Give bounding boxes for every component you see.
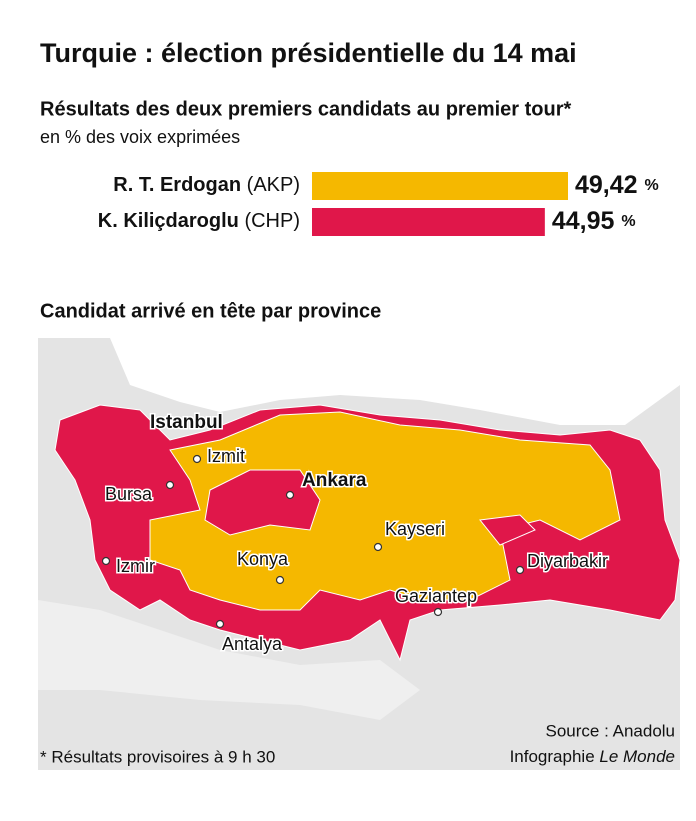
city-label: Istanbul: [150, 412, 223, 433]
city-label: Gaziantep: [395, 586, 477, 606]
bar: [312, 208, 545, 236]
unit: %: [645, 177, 659, 194]
value-label: 44,95 %: [552, 207, 636, 235]
candidate-label: R. T. Erdogan (AKP): [113, 174, 300, 196]
region-chp: [204, 469, 321, 536]
city-label: Izmit: [207, 446, 245, 466]
title: Turquie : élection présidentielle du 14 …: [40, 38, 577, 68]
bar-chart: R. T. Erdogan (AKP) 49,42 % K. Kiliçdarogl…: [98, 171, 659, 236]
city-label: Ankara: [302, 470, 367, 491]
map-title: Candidat arrivé en tête par province: [40, 300, 381, 322]
black-sea: [110, 338, 680, 425]
value-label: 49,42 %: [575, 171, 659, 199]
credit-text: Infographie: [510, 747, 600, 766]
region-akp: [149, 411, 621, 611]
city-label: Antalya: [222, 634, 283, 654]
city-dot: [285, 490, 295, 500]
city-dot: [433, 607, 443, 617]
city-dot: [192, 454, 202, 464]
cities: Istanbul Izmit Ankara Bursa Izmir Konya Kayser…: [101, 411, 610, 655]
mediterranean: [38, 600, 420, 720]
city-label: Bursa: [105, 484, 153, 504]
region-chp: [479, 514, 536, 546]
city-dot: [165, 480, 175, 490]
candidate-name: K. Kiliçdaroglu: [98, 210, 239, 232]
value: 49,42: [575, 171, 638, 199]
city-label: Diyarbakir: [527, 551, 608, 571]
footnote: * Résultats provisoires à 9 h 30: [40, 747, 275, 766]
candidate-label: K. Kiliçdaroglu (CHP): [98, 210, 300, 232]
unit-note: en % des voix exprimées: [40, 127, 240, 147]
city-label: Izmir: [116, 556, 155, 576]
bar: [312, 172, 568, 200]
candidate-name: R. T. Erdogan: [113, 174, 241, 196]
source: Source : Anadolu: [546, 721, 675, 740]
city-label: Konya: [237, 549, 289, 569]
city-dot: [515, 565, 525, 575]
city-dot: [215, 619, 225, 629]
subtitle: Résultats des deux premiers candidats au…: [40, 98, 572, 120]
credit: Infographie Le Monde: [510, 747, 675, 766]
value: 44,95: [552, 207, 615, 235]
city-dot: [101, 556, 111, 566]
map: Istanbul Izmit Ankara Bursa Izmir Konya Kayser…: [38, 338, 681, 770]
city-dot: [373, 542, 383, 552]
city-label: Kayseri: [385, 519, 445, 539]
city-dot: [275, 575, 285, 585]
unit: %: [621, 213, 635, 230]
party: (AKP): [247, 174, 300, 196]
credit-name: Le Monde: [599, 747, 675, 766]
party: (CHP): [244, 210, 300, 232]
